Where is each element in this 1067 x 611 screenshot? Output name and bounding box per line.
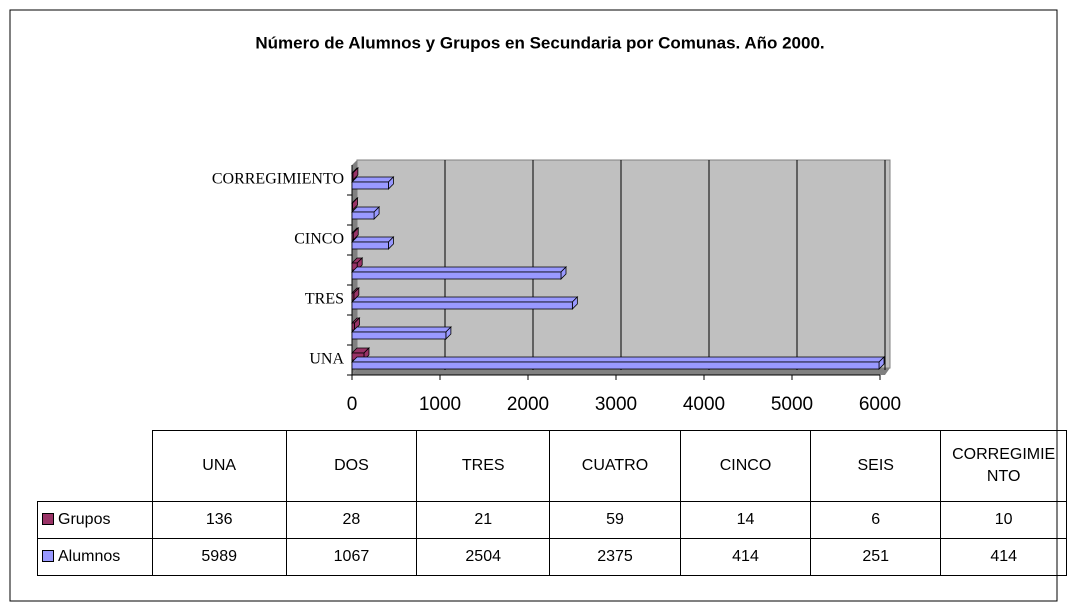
x-tick-label: 3000 [595,394,637,415]
category-cell: CORREGIMIENTO [940,430,1067,502]
bar [351,301,573,310]
legend-swatch [42,549,54,562]
bar [351,241,389,250]
value-cell: 251 [810,537,942,576]
data-table: UNA DOS TRES CUATRO CINCO SEIS CORREGIMIENTO Gr… [37,430,1067,576]
value-cell: 14 [679,500,812,539]
value-cell: 2504 [416,537,551,576]
value-cell: 59 [549,500,681,539]
bar-top [351,326,452,333]
y-tick-label: CORREGIMIENTO [212,171,344,188]
header-row: UNA DOS TRES CUATRO CINCO SEIS CORREGIMIENTO [38,430,1067,502]
value-cell: 6 [810,500,942,539]
y-tick-label: TRES [305,291,344,308]
value-cell: 2375 [549,537,681,576]
category-cell: UNA [151,430,287,502]
bar-top [351,356,885,363]
bar [351,232,354,241]
value-cell: 28 [285,500,418,539]
bar [351,181,389,190]
bar [351,322,355,331]
bar-top [351,266,567,273]
x-tick-label: 4000 [683,394,725,415]
legend-swatch [42,512,54,525]
value-cell: 10 [940,500,1067,539]
legend-cell: Alumnos [37,537,153,576]
legend-cell: Grupos [37,500,153,539]
series-row: Alumnos 5989 1067 2504 2375 414 251 414 [37,537,1067,576]
series-row: Grupos 136 28 21 59 14 6 10 [37,500,1067,539]
value-cell: 414 [679,537,812,576]
x-tick-label: 0 [347,394,358,415]
value-cell: 5989 [151,537,287,576]
category-cell: CUATRO [549,430,681,502]
bar-top [351,176,395,183]
x-tick-label: 6000 [859,394,901,415]
value-cell: 21 [416,500,551,539]
bar [351,292,355,301]
category-cell: SEIS [810,430,942,502]
bar [351,271,562,280]
legend-label: Alumnos [58,547,121,565]
x-tick-label: 5000 [771,394,813,415]
bar-top [351,236,395,243]
category-cell: TRES [416,430,551,502]
chart-title: Número de Alumnos y Grupos en Secundaria… [255,33,824,52]
bar [351,172,354,181]
y-tick-label: UNA [309,351,344,368]
value-cell: 414 [940,537,1067,576]
value-cell: 1067 [285,537,418,576]
bar [351,331,447,340]
x-tick-label: 1000 [419,394,461,415]
blank-cell [38,431,153,502]
floor [352,368,890,375]
bar-top [351,296,579,303]
category-cell: DOS [285,430,418,502]
category-cell: CINCO [679,430,812,502]
legend-label: Grupos [58,510,111,528]
value-cell: 136 [151,500,287,539]
x-tick-label: 2000 [507,394,549,415]
bar [351,202,353,211]
y-tick-label: CINCO [294,231,344,248]
bar [351,361,880,370]
bar [351,211,375,220]
